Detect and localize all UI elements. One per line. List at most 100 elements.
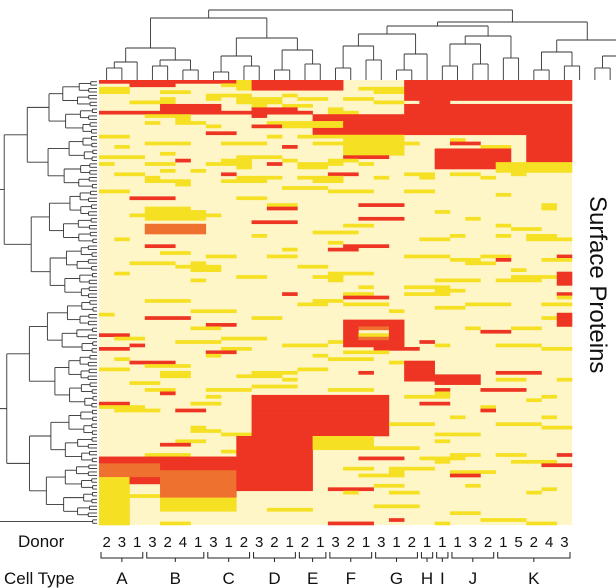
cell-type-bracket [298, 552, 327, 562]
heatmap-cell [114, 408, 161, 413]
heatmap-cell [312, 299, 344, 303]
heatmap-cell [160, 374, 191, 379]
heatmap-cell [404, 107, 573, 112]
heatmap-cell [297, 134, 405, 139]
heatmap-cell [541, 206, 558, 211]
heatmap-cell [99, 483, 130, 488]
heatmap-cell [449, 470, 497, 474]
heatmap-cell [160, 494, 237, 498]
heatmap-cell [221, 432, 252, 437]
heatmap-cell [404, 86, 573, 91]
heatmap-cell [129, 100, 176, 105]
heatmap-cell [404, 292, 451, 296]
donor-label: 3 [331, 534, 339, 551]
heatmap-cell [434, 305, 466, 310]
heatmap-cell [343, 295, 390, 300]
heatmap-cell [99, 347, 130, 351]
heatmap-cell [160, 103, 222, 108]
heatmap-cell [266, 162, 283, 166]
heatmap-cell [388, 360, 405, 365]
heatmap-cell [297, 175, 344, 180]
cell-type-label: D [268, 569, 280, 588]
heatmap-cell [99, 494, 161, 498]
heatmap-cell [480, 175, 497, 180]
donor-label: 1 [286, 534, 294, 551]
heatmap-cell [343, 124, 573, 129]
cell-type-label: H [421, 569, 433, 588]
heatmap-cell [388, 490, 420, 495]
heatmap-cell [495, 278, 542, 283]
heatmap-cell [251, 80, 344, 84]
heatmap-cell [526, 134, 573, 139]
heatmap-cell [541, 302, 573, 307]
heatmap-cell [495, 370, 542, 375]
heatmap-cell [99, 162, 115, 166]
heatmap-cell [404, 367, 435, 372]
heatmap-cell [373, 90, 405, 94]
heatmap-cell [251, 83, 344, 88]
heatmap-cell [99, 501, 130, 505]
heatmap-cell [221, 158, 252, 163]
heatmap-cell [144, 206, 191, 211]
heatmap-cell [236, 80, 252, 84]
heatmap-cell [99, 473, 237, 478]
heatmap-cell [388, 422, 435, 427]
heatmap-cell [327, 521, 374, 526]
heatmap-cell [251, 124, 283, 129]
heatmap-cell [358, 336, 390, 341]
heatmap-cell [449, 234, 466, 238]
cell-type-label: G [390, 569, 403, 588]
heatmap-cell [434, 158, 512, 163]
donor-label: 2 [102, 534, 110, 551]
heatmap-cell [480, 405, 497, 409]
heatmap-cell [297, 165, 329, 170]
heatmap-cell [556, 319, 573, 324]
heatmap-cell [251, 107, 298, 112]
heatmap-cell [251, 394, 390, 399]
heatmap-cell [541, 347, 573, 351]
heatmap-cell [99, 189, 130, 194]
heatmap-cell [266, 203, 298, 207]
heatmap-cell [144, 216, 207, 221]
heatmap-cell [221, 141, 268, 146]
heatmap-cell [129, 477, 161, 481]
heatmap-cell [99, 456, 313, 461]
heatmap-cell [160, 497, 237, 502]
heatmap-cell [358, 86, 405, 91]
heatmap-cell [510, 172, 527, 177]
heatmap-cell [282, 124, 344, 129]
heatmap-cell [541, 463, 573, 468]
heatmap-cell [175, 408, 207, 413]
heatmap-cell [495, 162, 573, 166]
heatmap-cell [99, 312, 115, 317]
heatmap-cell [236, 446, 313, 450]
heatmap-cell [99, 367, 130, 372]
donor-label: 4 [179, 534, 187, 551]
heatmap-cell [343, 340, 405, 344]
cell-type-bracket [253, 552, 296, 562]
heatmap-cell [556, 254, 573, 259]
heatmap-cell [556, 292, 573, 296]
cell-type-bracket [375, 552, 418, 562]
column-dendrogram [106, 9, 616, 80]
donor-label: 2 [408, 534, 416, 551]
cell-type-bracket [100, 552, 144, 562]
donor-label: 1 [453, 534, 461, 551]
donor-label: 1 [438, 534, 446, 551]
heatmap-cell [327, 388, 374, 392]
heatmap-cell [556, 281, 573, 286]
heatmap-cell [175, 340, 222, 344]
heatmap-cell [160, 151, 176, 156]
heatmap-cell [99, 155, 146, 160]
heatmap-cell [434, 210, 451, 214]
cell-type-bracket [329, 552, 373, 562]
heatmap-cell [343, 466, 374, 471]
heatmap-cell [129, 261, 176, 266]
donor-label: 2 [270, 534, 278, 551]
donor-label: 2 [484, 534, 492, 551]
heatmap-cell [526, 521, 558, 526]
heatmap-cell [526, 148, 573, 153]
heatmap-cell [434, 288, 466, 293]
heatmap-cell [251, 316, 283, 320]
